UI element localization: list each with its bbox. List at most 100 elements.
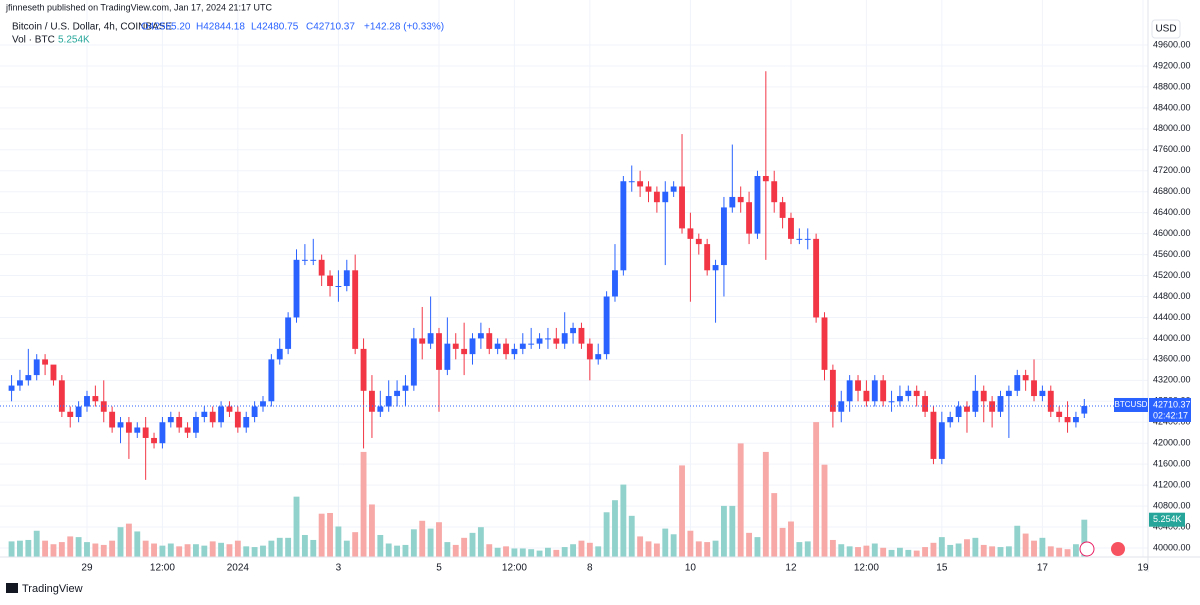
candle-body [385, 396, 392, 407]
candle-body [1056, 411, 1063, 418]
volume-bar [17, 540, 23, 557]
candle-body [846, 380, 853, 402]
candle-body [687, 228, 694, 239]
candle-body [109, 411, 116, 428]
price-box [1149, 397, 1191, 422]
volume-bar [855, 547, 861, 557]
candle-body [863, 390, 870, 402]
y-tick-label: 46000.00 [1153, 228, 1191, 238]
volume-bar [729, 505, 736, 557]
volume-bar [167, 543, 174, 557]
volume-bar [243, 546, 250, 557]
candle-body [8, 385, 15, 391]
candle-body [930, 411, 937, 459]
ticker-box [1114, 397, 1148, 412]
candle-body [176, 417, 183, 428]
volume-bar [813, 422, 820, 557]
volume-bar [930, 542, 937, 557]
volume-bar [117, 527, 124, 557]
y-tick-label: 47200.00 [1153, 165, 1191, 175]
volume-bar [913, 550, 920, 557]
volume-bar [704, 542, 711, 557]
candle-body [545, 338, 551, 340]
volume-bar [653, 543, 660, 557]
volume-bar [754, 537, 761, 557]
candle-body [260, 401, 266, 407]
volume-bar [461, 537, 468, 557]
legend-close: C42710.37 [306, 22, 355, 33]
volume-bar [612, 500, 618, 557]
volume-bar [1014, 525, 1021, 557]
candle-body [570, 327, 577, 334]
y-tick-label: 45200.00 [1153, 270, 1191, 280]
legend-open: O42565.20 [141, 22, 191, 33]
currency-box[interactable] [1151, 19, 1181, 39]
candle-body [193, 417, 199, 433]
candle-body [268, 359, 275, 402]
volume-bar [720, 505, 727, 557]
volume-bar [310, 539, 317, 557]
last-price-label: 42710.37 [1153, 399, 1191, 409]
volume-bar [360, 451, 367, 557]
volume-bar [8, 541, 15, 557]
volume-bar [947, 544, 954, 557]
y-tick-label: 41600.00 [1153, 459, 1191, 469]
volume-bar [452, 544, 459, 557]
volume-bar [737, 443, 744, 557]
candle-body [100, 401, 107, 412]
volume-bar [293, 496, 300, 557]
volume-bar [184, 544, 191, 557]
flag-icon[interactable] [1111, 542, 1125, 556]
volume-bar [545, 547, 551, 557]
volume-label-box [1149, 512, 1185, 527]
candle-body [754, 175, 761, 234]
candle-body [729, 196, 736, 208]
x-tick-label: 17 [1037, 563, 1049, 574]
y-tick-label: 42000.00 [1153, 438, 1191, 448]
candle-body [327, 275, 333, 287]
volume-bar [260, 545, 266, 557]
volume-bar [922, 547, 929, 557]
event-icon[interactable] [1079, 541, 1095, 557]
volume-bar [193, 544, 199, 557]
currency[interactable]: USD [1155, 24, 1176, 35]
candle-body [1039, 390, 1046, 397]
legend-volume: 5.254K [58, 35, 90, 46]
volume-bar [561, 547, 568, 557]
volume-bar [628, 515, 635, 557]
candle-body [855, 380, 861, 391]
x-tick-label: 8 [587, 563, 593, 574]
volume-bar [100, 544, 107, 557]
candle-body [352, 270, 359, 349]
volume-bar [159, 545, 166, 557]
candle-body [528, 343, 535, 345]
volume-bar [486, 544, 493, 557]
volume-bar [955, 543, 962, 557]
candle-body [712, 265, 719, 271]
volume-bar [972, 537, 979, 557]
ticker: BTCUSD [1115, 400, 1148, 409]
volume-bar [880, 547, 887, 557]
candle-body [142, 427, 149, 438]
volume-bar [142, 540, 149, 557]
volume-bar [67, 536, 74, 557]
candle-body [125, 422, 132, 433]
x-tick-label: 12:00 [150, 563, 175, 574]
candle-body [662, 191, 669, 203]
candle-body [234, 411, 241, 428]
candle-body [762, 175, 769, 182]
candle-body [50, 364, 57, 381]
y-tick-label: 45600.00 [1153, 249, 1191, 259]
candle-body [603, 296, 610, 355]
volume-bar [436, 522, 442, 557]
candle-body [301, 259, 308, 261]
candle-body [1081, 405, 1088, 414]
candle-body [896, 396, 903, 402]
candle-body [33, 359, 40, 376]
y-tick-label: 49200.00 [1153, 60, 1191, 70]
brand: TradingView [22, 583, 83, 595]
volume-bar [829, 539, 836, 557]
candle-body [905, 390, 912, 397]
candle-body [679, 186, 685, 229]
brand-logo [6, 583, 18, 593]
